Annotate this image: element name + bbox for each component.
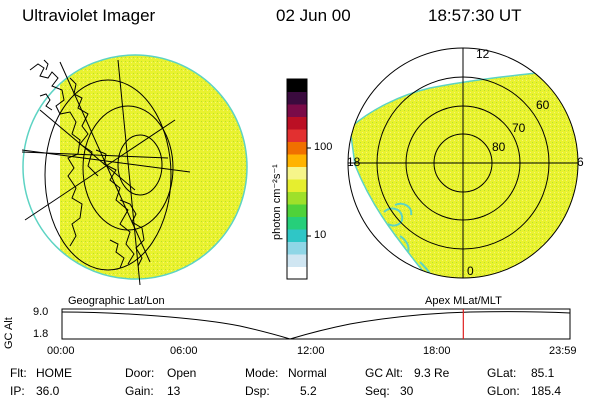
- timeline-tick-1800: 18:00: [423, 345, 451, 357]
- mode-label: Mode:: [245, 366, 279, 380]
- glon-value: 185.4: [531, 384, 562, 398]
- mode-value: Normal: [288, 366, 327, 380]
- image-date: 02 Jun 00: [276, 6, 351, 25]
- ip-value: 36.0: [36, 384, 60, 398]
- geographic-label: Geographic Lat/Lon: [68, 295, 165, 307]
- instrument-title: Ultraviolet Imager: [22, 6, 156, 25]
- timeline-tick-0600: 06:00: [170, 345, 198, 357]
- door-label: Door:: [125, 366, 155, 380]
- gain-label: Gain:: [125, 384, 154, 398]
- glon-label: GLon:: [487, 384, 520, 398]
- timeline-tick-2359: 23:59: [549, 345, 577, 357]
- colorbar-band: [287, 254, 307, 267]
- mlt-label-12: 12: [476, 47, 490, 61]
- glat-value: 85.1: [531, 366, 555, 380]
- gain-value: 13: [167, 384, 181, 398]
- flt-value: HOME: [36, 366, 72, 380]
- colorbar-band: [287, 204, 307, 217]
- colorbar-band: [287, 79, 307, 92]
- mlat-label-70: 70: [512, 121, 526, 135]
- colorbar-band: [287, 229, 307, 242]
- colorbar-band: [287, 91, 307, 105]
- timeline-y-top: 9.0: [33, 306, 49, 318]
- gcalt-value: 9.3 Re: [414, 366, 450, 380]
- timeline-y-bottom: 1.8: [33, 328, 49, 340]
- gcalt-label: GC Alt:: [365, 366, 404, 380]
- mlat-label-80: 80: [492, 140, 506, 154]
- flt-label: Flt:: [10, 366, 27, 380]
- colorbar-band: [287, 104, 307, 117]
- seq-value: 30: [400, 384, 414, 398]
- mlt-label-6: 6: [577, 155, 584, 169]
- colorbar-tick-100: 100: [314, 141, 333, 153]
- colorbar-band: [287, 129, 307, 142]
- colorbar-band: [287, 266, 307, 280]
- ip-label: IP:: [10, 384, 25, 398]
- colorbar-band: [287, 166, 307, 180]
- timeline-tick-0000: 00:00: [47, 345, 75, 357]
- colorbar-band: [287, 216, 307, 230]
- timeline-tick-1200: 12:00: [297, 345, 325, 357]
- door-value: Open: [167, 366, 197, 380]
- seq-label: Seq:: [365, 384, 390, 398]
- mlt-label-18: 18: [347, 155, 361, 169]
- apex-label: Apex MLat/MLT: [425, 295, 502, 307]
- dsp-value: 5.2: [300, 384, 317, 398]
- colorbar-band: [287, 179, 307, 192]
- colorbar-tick-10: 10: [314, 229, 327, 241]
- image-time: 18:57:30 UT: [428, 6, 522, 25]
- colorbar-band: [287, 191, 307, 205]
- colorbar-band: [287, 154, 307, 167]
- mlt-label-0: 0: [467, 264, 474, 278]
- mlat-label-60: 60: [536, 98, 550, 112]
- colorbar-band: [287, 141, 307, 155]
- glat-label: GLat:: [487, 366, 517, 380]
- colorbar-band: [287, 116, 307, 130]
- colorbar-band: [287, 241, 307, 255]
- dsp-label: Dsp:: [245, 384, 270, 398]
